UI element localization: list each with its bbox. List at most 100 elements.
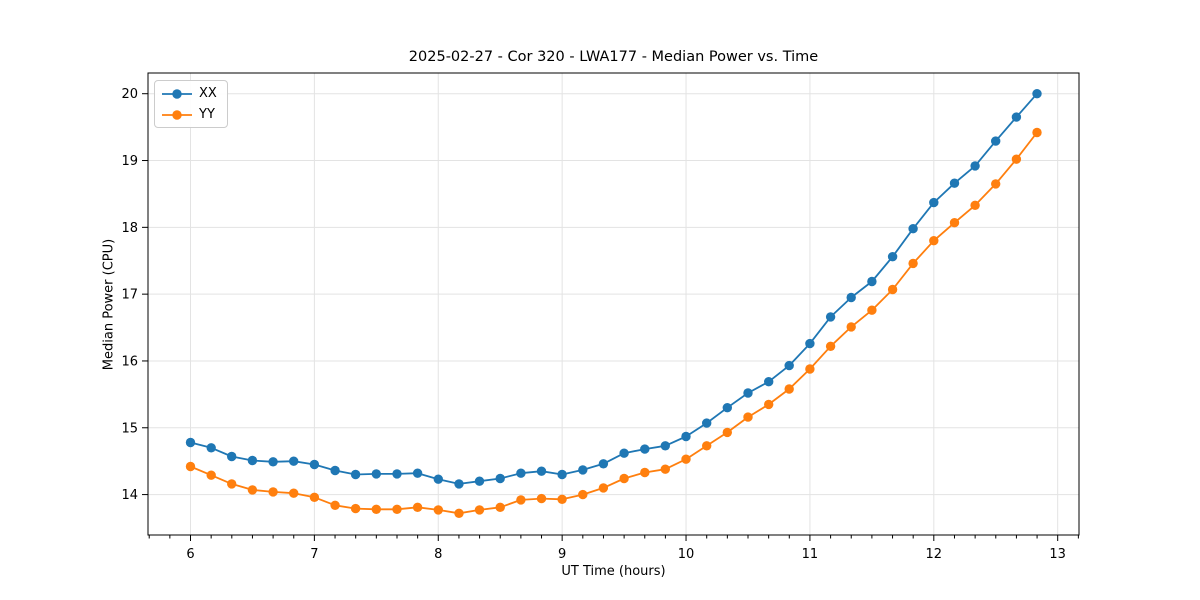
data-point-YY xyxy=(764,399,774,410)
data-point-XX xyxy=(309,459,320,470)
legend-entry-YY: YY xyxy=(162,105,217,124)
data-line-YY xyxy=(190,131,1038,515)
data-point-YY xyxy=(578,489,588,500)
data-point-YY xyxy=(908,258,918,269)
data-point-YY xyxy=(1011,154,1022,164)
data-point-YY xyxy=(309,492,320,502)
data-point-XX xyxy=(702,418,712,428)
data-point-XX xyxy=(350,469,361,480)
data-point-XX xyxy=(536,466,547,476)
data-point-XX xyxy=(268,457,278,467)
data-point-XX xyxy=(887,252,898,262)
data-point-YY xyxy=(330,500,340,510)
data-point-YY xyxy=(185,461,196,472)
data-point-YY xyxy=(206,470,216,480)
data-point-YY xyxy=(887,284,898,295)
data-point-XX xyxy=(784,360,794,371)
data-point-YY xyxy=(722,427,732,438)
data-point-XX xyxy=(867,276,877,287)
y-tick-label: 17 xyxy=(121,288,138,303)
data-point-YY xyxy=(268,487,278,497)
data-point-YY xyxy=(289,488,299,498)
y-tick-label: 15 xyxy=(121,421,138,436)
data-point-YY xyxy=(784,384,794,394)
data-point-XX xyxy=(412,468,423,478)
data-point-YY xyxy=(846,322,856,332)
data-point-XX xyxy=(764,377,774,387)
data-point-XX xyxy=(743,388,753,398)
data-point-XX xyxy=(206,443,216,453)
data-point-XX xyxy=(330,465,340,476)
legend-label-YY: YY xyxy=(199,107,215,122)
data-point-XX xyxy=(227,451,237,462)
data-point-XX xyxy=(516,468,526,478)
data-point-YY xyxy=(350,503,361,514)
data-point-YY xyxy=(1032,127,1042,138)
y-tick-label: 20 xyxy=(121,87,138,102)
data-point-XX xyxy=(660,441,670,451)
legend-marker xyxy=(172,88,182,99)
y-tick-label: 19 xyxy=(121,154,138,169)
data-point-YY xyxy=(454,508,464,518)
data-point-YY xyxy=(949,218,960,228)
data-point-YY xyxy=(371,504,381,514)
data-point-XX xyxy=(474,476,485,486)
chart-title: 2025-02-27 - Cor 320 - LWA177 - Median P… xyxy=(408,49,819,65)
x-axis-label: UT Time (hours) xyxy=(561,564,666,579)
data-point-XX xyxy=(392,469,402,479)
x-tick-label: 12 xyxy=(926,547,943,562)
data-point-XX xyxy=(454,479,464,489)
data-point-YY xyxy=(929,236,939,246)
y-tick-label: 18 xyxy=(121,221,138,236)
data-point-YY xyxy=(660,464,670,474)
data-point-YY xyxy=(702,441,712,451)
data-point-XX xyxy=(681,431,691,442)
data-point-YY xyxy=(557,494,567,504)
data-point-YY xyxy=(474,505,485,515)
legend-label-XX: XX xyxy=(199,86,217,101)
data-point-XX xyxy=(970,161,980,171)
data-point-XX xyxy=(1011,112,1022,122)
data-point-YY xyxy=(433,505,443,515)
data-point-XX xyxy=(247,455,258,466)
data-point-YY xyxy=(619,473,629,484)
data-point-YY xyxy=(991,179,1001,189)
axes-frame xyxy=(147,72,1080,536)
data-point-YY xyxy=(743,412,753,422)
data-point-YY xyxy=(867,305,877,315)
data-point-XX xyxy=(1032,89,1042,99)
x-tick-label: 9 xyxy=(558,547,566,562)
data-point-YY xyxy=(681,454,691,464)
y-tick-label: 16 xyxy=(121,354,138,369)
data-point-YY xyxy=(495,502,505,512)
data-point-XX xyxy=(722,403,732,413)
data-point-YY xyxy=(970,200,980,210)
x-tick-label: 11 xyxy=(802,547,819,562)
data-point-XX xyxy=(846,292,856,303)
data-point-XX xyxy=(433,474,443,484)
data-point-XX xyxy=(578,465,588,475)
x-tick-label: 6 xyxy=(186,547,194,562)
y-tick-label: 14 xyxy=(121,488,138,503)
data-point-XX xyxy=(640,444,650,454)
data-point-XX xyxy=(949,178,960,188)
data-point-XX xyxy=(619,448,629,458)
data-point-YY xyxy=(598,483,609,493)
data-point-YY xyxy=(412,502,423,512)
legend-entry-XX: XX xyxy=(162,84,217,103)
data-point-YY xyxy=(825,341,836,351)
data-point-XX xyxy=(598,459,609,469)
x-tick-label: 13 xyxy=(1049,547,1066,562)
legend-swatch-XX xyxy=(162,88,192,99)
y-axis-label: Median Power (CPU) xyxy=(101,238,117,371)
x-tick-label: 7 xyxy=(310,547,318,562)
legend-marker xyxy=(172,109,182,120)
data-point-XX xyxy=(495,473,505,484)
data-line-XX xyxy=(190,93,1038,485)
x-tick-label: 8 xyxy=(434,547,442,562)
data-point-XX xyxy=(991,136,1001,146)
data-point-XX xyxy=(805,338,815,349)
data-point-XX xyxy=(371,469,381,479)
data-point-YY xyxy=(247,485,258,495)
